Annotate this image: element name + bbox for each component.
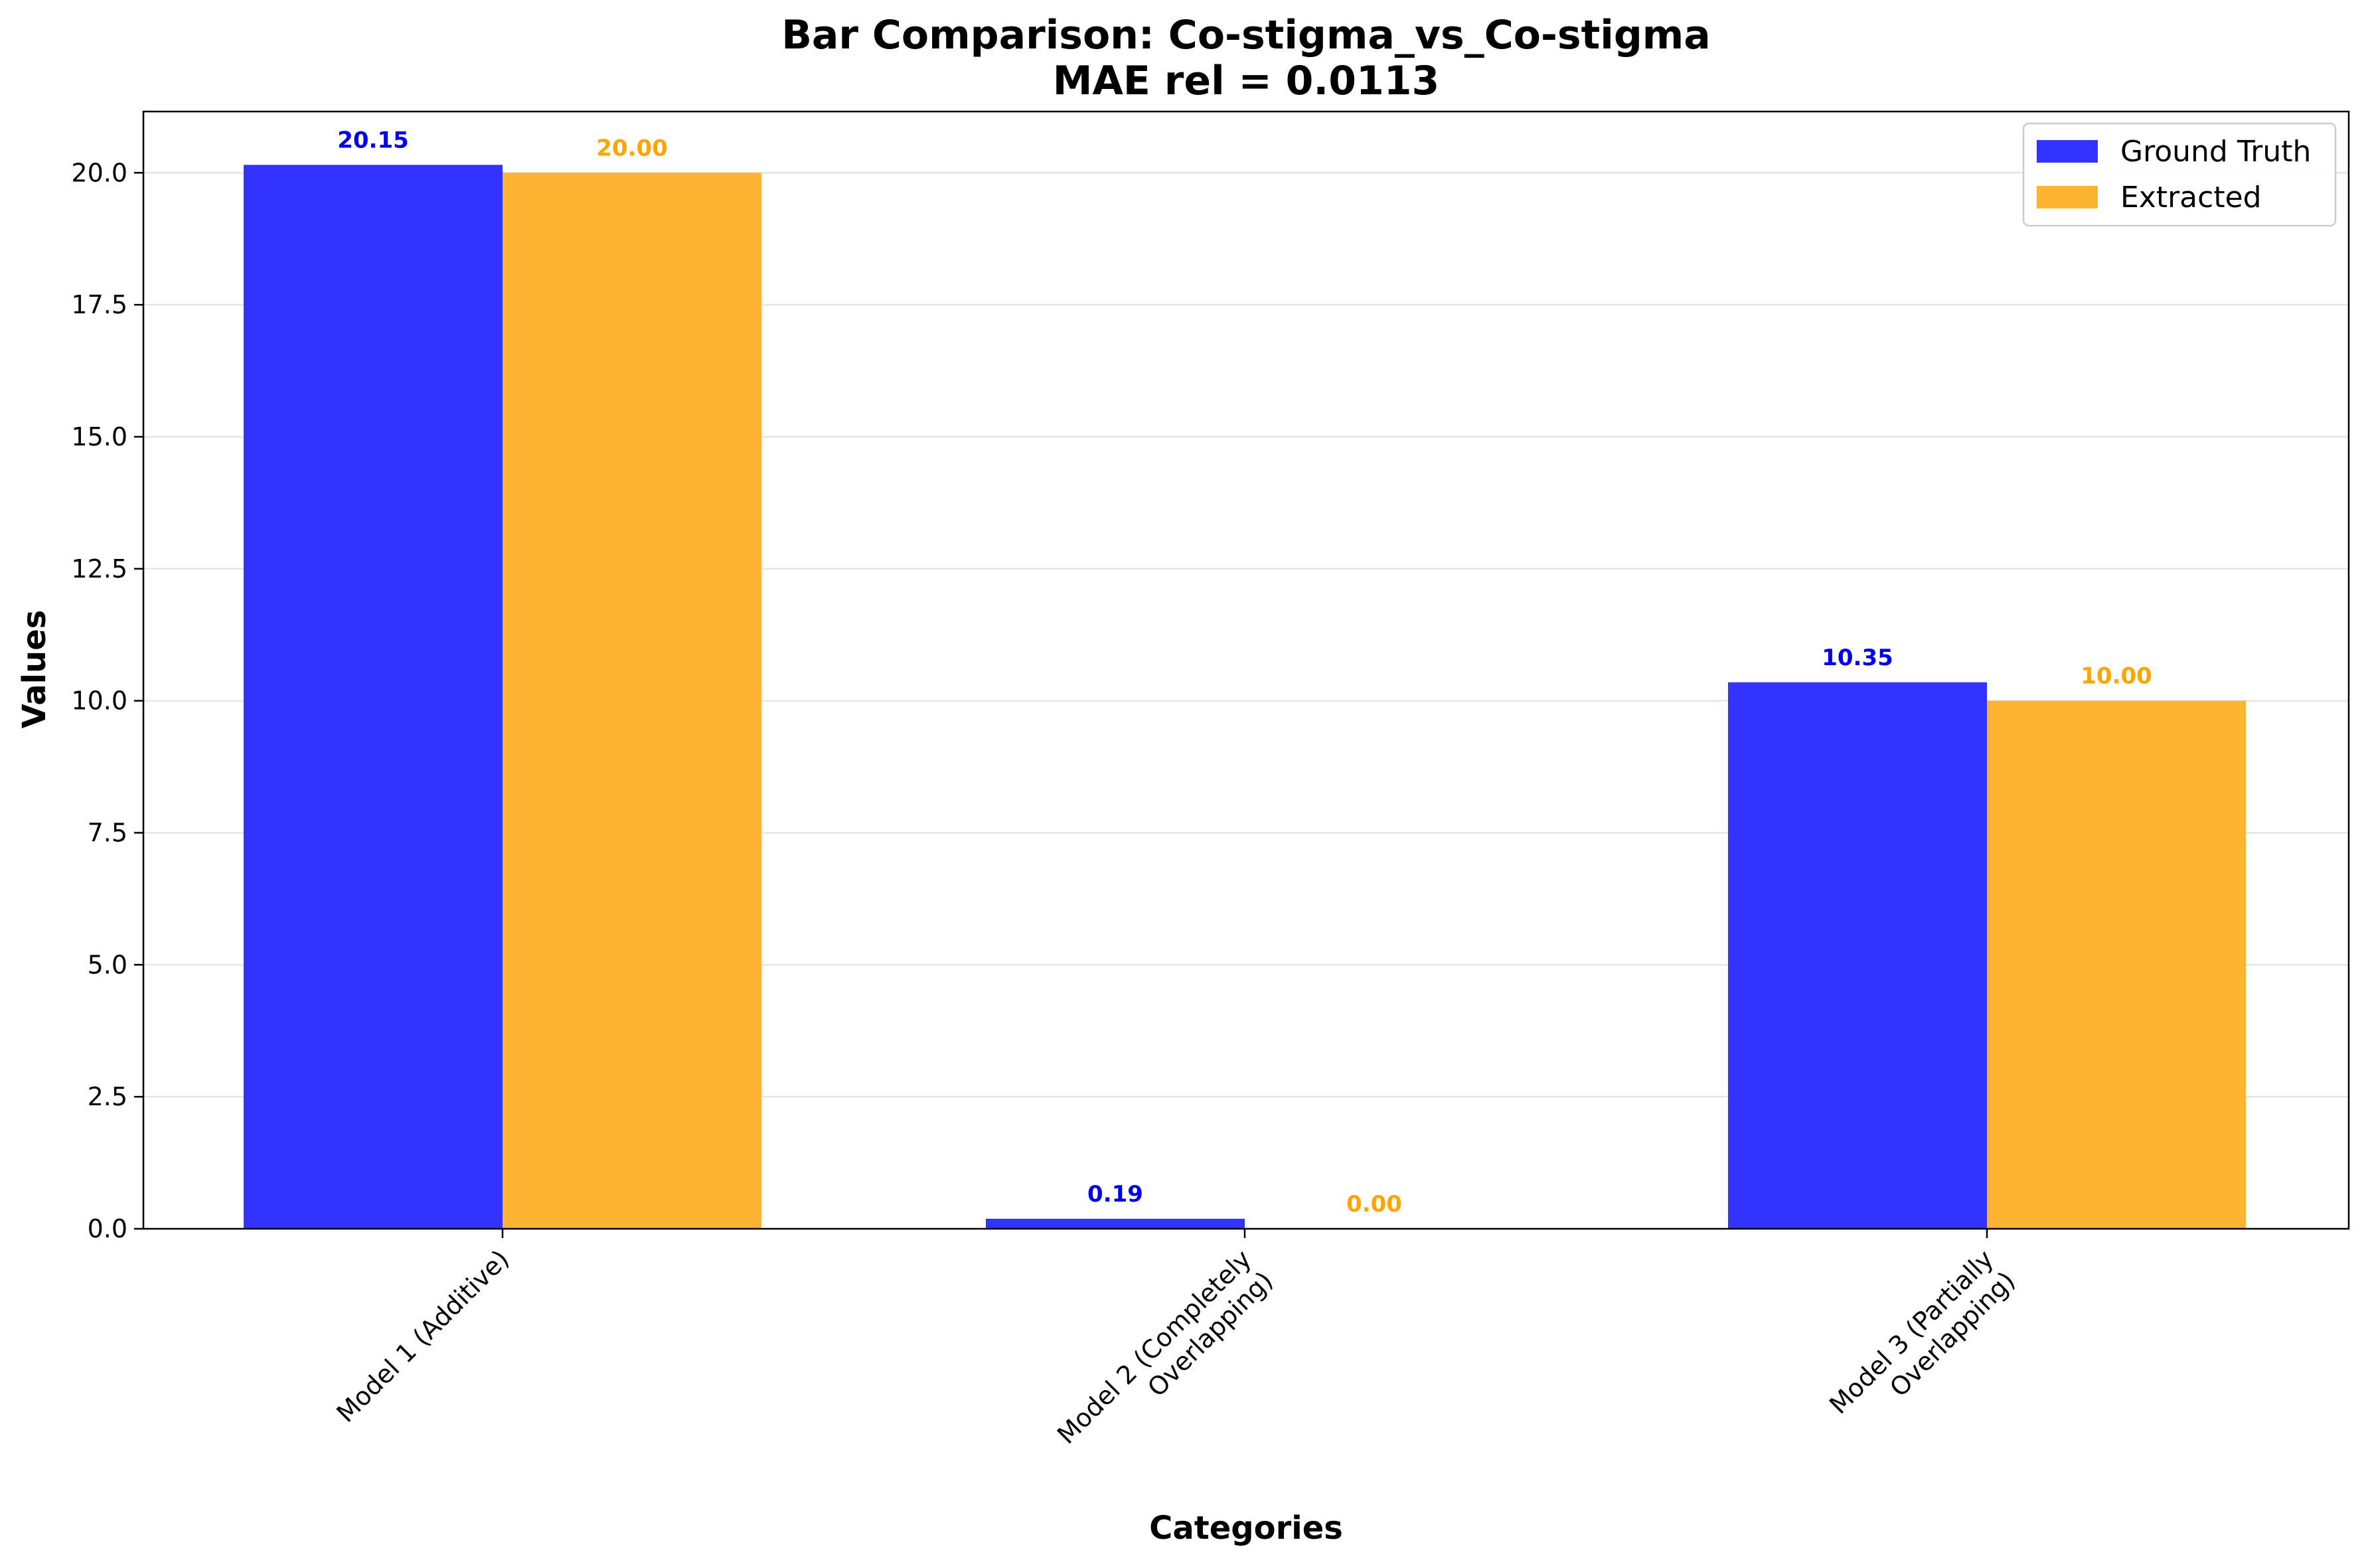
legend-label-ground-truth: Ground Truth — [2120, 135, 2311, 169]
y-tick-label: 10.0 — [71, 686, 127, 716]
y-tick-label: 2.5 — [88, 1082, 127, 1111]
y-tick-label: 12.5 — [71, 554, 127, 584]
legend-swatch-ground-truth — [2037, 140, 2098, 163]
bar-ground-truth — [986, 1218, 1245, 1229]
legend: Ground Truth Extracted — [2022, 122, 2337, 227]
y-tick-label: 17.5 — [71, 290, 127, 319]
legend-swatch-extracted — [2037, 186, 2098, 208]
value-label-extracted: 20.00 — [596, 135, 668, 161]
y-tick-label: 20.0 — [71, 158, 127, 187]
bar-extracted — [503, 173, 761, 1229]
y-axis-label: Values — [16, 610, 53, 729]
chart-subtitle: MAE rel = 0.0113 — [1053, 58, 1439, 104]
x-axis-label: Categories — [1149, 1510, 1343, 1547]
value-label-extracted: 10.00 — [2081, 663, 2152, 690]
y-axis: 0.0 2.5 5.0 7.5 10.0 12.5 15.0 17.5 20.0 — [71, 158, 143, 1243]
legend-box — [2022, 122, 2337, 227]
bar-ground-truth — [1728, 682, 1987, 1229]
value-label-ground-truth: 20.15 — [337, 127, 409, 153]
bars — [244, 165, 2246, 1229]
y-tick-label: 7.5 — [88, 818, 127, 847]
y-tick-label: 15.0 — [71, 422, 127, 451]
chart-title: Bar Comparison: Co-stigma_vs_Co-stigma — [781, 12, 1711, 58]
value-label-ground-truth: 10.35 — [1822, 645, 1893, 671]
bar-ground-truth — [244, 165, 503, 1229]
legend-label-extracted: Extracted — [2120, 181, 2262, 214]
value-label-ground-truth: 0.19 — [1087, 1181, 1143, 1208]
y-tick-label: 0.0 — [88, 1214, 127, 1243]
value-label-extracted: 0.00 — [1346, 1191, 1402, 1217]
y-tick-label: 5.0 — [88, 950, 127, 979]
bar-extracted — [1987, 700, 2246, 1229]
plot-frame — [142, 110, 2350, 1230]
value-labels: 20.15 0.19 10.35 20.00 0.00 10.00 — [337, 127, 2152, 1217]
